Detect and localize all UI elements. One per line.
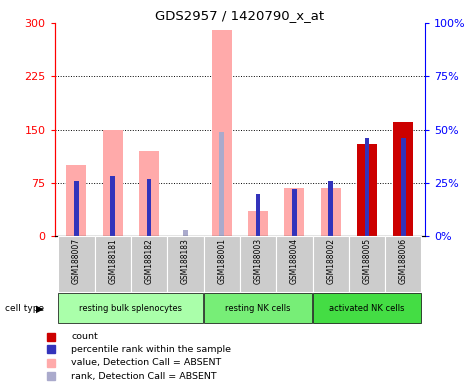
Text: GSM188006: GSM188006 [399, 238, 408, 284]
FancyBboxPatch shape [204, 293, 312, 323]
FancyBboxPatch shape [58, 236, 95, 292]
Text: GSM188005: GSM188005 [362, 238, 371, 284]
FancyBboxPatch shape [95, 236, 131, 292]
Bar [110, 177, 115, 236]
Text: GSM188181: GSM188181 [108, 238, 117, 283]
Bar [328, 181, 333, 236]
Text: rank, Detection Call = ABSENT: rank, Detection Call = ABSENT [71, 372, 217, 381]
Bar [212, 30, 232, 236]
Bar [147, 181, 152, 236]
Text: ▶: ▶ [36, 303, 44, 313]
Bar [321, 188, 341, 236]
FancyBboxPatch shape [385, 236, 421, 292]
Text: resting NK cells: resting NK cells [225, 304, 291, 313]
Text: activated NK cells: activated NK cells [329, 304, 405, 313]
Bar [285, 188, 304, 236]
Text: GSM188182: GSM188182 [144, 238, 153, 283]
Bar [147, 179, 152, 236]
Bar [74, 183, 79, 236]
Bar [183, 230, 188, 236]
Title: GDS2957 / 1420790_x_at: GDS2957 / 1420790_x_at [155, 9, 324, 22]
Text: cell type: cell type [5, 304, 44, 313]
FancyBboxPatch shape [167, 236, 204, 292]
Bar [66, 165, 86, 236]
Text: percentile rank within the sample: percentile rank within the sample [71, 345, 231, 354]
Bar [256, 194, 260, 236]
Text: resting bulk splenocytes: resting bulk splenocytes [79, 304, 182, 313]
Bar [365, 138, 370, 236]
Bar [248, 211, 268, 236]
Bar [401, 138, 406, 236]
Bar [219, 132, 224, 236]
Bar [292, 189, 297, 236]
FancyBboxPatch shape [313, 236, 349, 292]
Bar [357, 144, 377, 236]
Bar [139, 151, 159, 236]
Text: count: count [71, 332, 98, 341]
FancyBboxPatch shape [276, 236, 313, 292]
FancyBboxPatch shape [349, 236, 385, 292]
Text: GSM188001: GSM188001 [217, 238, 226, 284]
FancyBboxPatch shape [131, 236, 167, 292]
Text: GSM188002: GSM188002 [326, 238, 335, 284]
Text: GSM188003: GSM188003 [254, 238, 263, 284]
Bar [393, 122, 413, 236]
Bar [103, 129, 123, 236]
Bar [74, 181, 79, 236]
FancyBboxPatch shape [58, 293, 203, 323]
Text: GSM188007: GSM188007 [72, 238, 81, 284]
Text: GSM188183: GSM188183 [181, 238, 190, 284]
FancyBboxPatch shape [313, 293, 421, 323]
Text: GSM188004: GSM188004 [290, 238, 299, 284]
FancyBboxPatch shape [240, 236, 276, 292]
FancyBboxPatch shape [204, 236, 240, 292]
Text: value, Detection Call = ABSENT: value, Detection Call = ABSENT [71, 358, 222, 367]
